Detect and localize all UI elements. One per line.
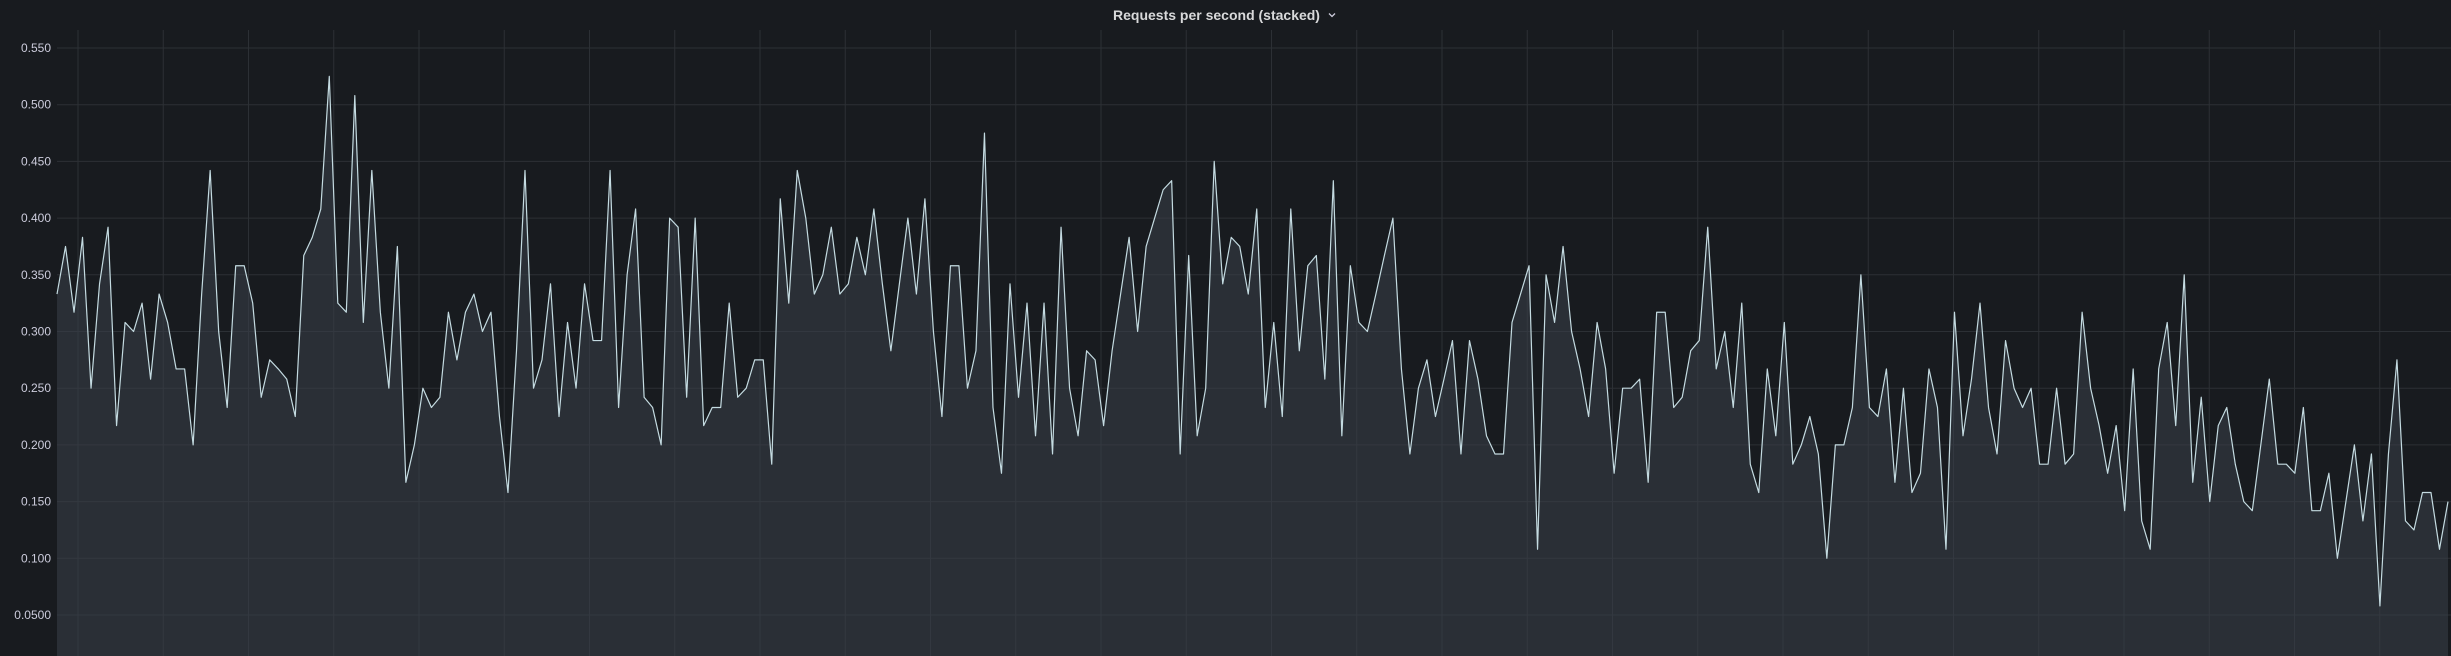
y-tick-label: 0.400	[21, 211, 51, 225]
y-tick-label: 0.250	[21, 381, 51, 395]
y-tick-label: 0.150	[21, 495, 51, 509]
series-area-fill	[57, 76, 2448, 656]
panel-title: Requests per second (stacked)	[1113, 7, 1320, 23]
y-tick-label: 0.100	[21, 551, 51, 565]
series-line	[56, 75, 2449, 607]
y-tick-label: 0.450	[21, 154, 51, 168]
panel-header: Requests per second (stacked)	[0, 0, 2451, 30]
y-axis-ticks: 0.550 0.500 0.450 0.400 0.350 0.300 0.250 0.200…	[14, 41, 51, 622]
y-tick-label: 0.550	[21, 41, 51, 55]
panel-title-menu[interactable]: Requests per second (stacked)	[1113, 7, 1338, 23]
y-tick-label: 0.0500	[14, 608, 51, 622]
y-tick-label: 0.300	[21, 325, 51, 339]
chevron-down-icon[interactable]	[1326, 9, 1338, 21]
y-tick-label: 0.200	[21, 438, 51, 452]
y-tick-label: 0.350	[21, 268, 51, 282]
y-tick-label: 0.500	[21, 98, 51, 112]
